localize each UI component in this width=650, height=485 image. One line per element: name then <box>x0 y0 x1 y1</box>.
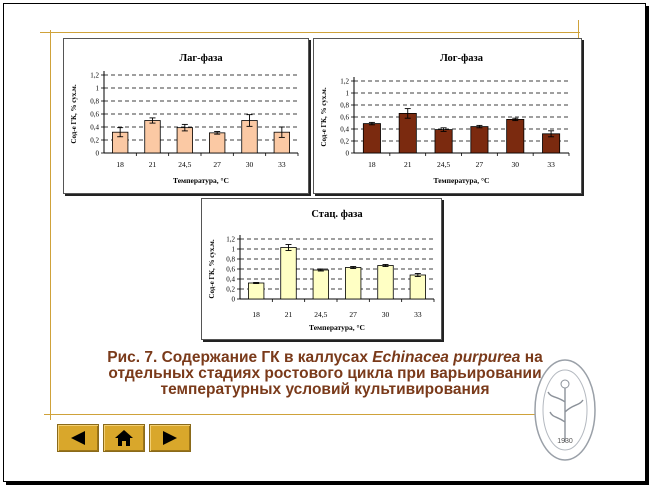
deco-left-line <box>50 30 51 420</box>
bar <box>470 126 489 154</box>
caption-species: Echinacea purpurea <box>372 349 521 366</box>
home-icon <box>115 430 133 446</box>
caption-line-2: отдельных стадиях ростового цикла при ва… <box>108 365 542 382</box>
y-tick-label: 0 <box>346 150 350 158</box>
y-tick-label: 0,6 <box>90 111 99 119</box>
x-axis-label: Температура, °С <box>434 176 490 185</box>
x-tick-label: 21 <box>404 160 412 169</box>
x-tick-label: 27 <box>476 160 484 169</box>
y-tick-label: 0,2 <box>90 137 99 145</box>
y-tick-label: 1 <box>232 246 236 254</box>
bar <box>248 282 265 300</box>
bar <box>434 129 453 154</box>
y-tick-label: 0,6 <box>226 266 235 274</box>
arrow-left-icon <box>71 431 85 445</box>
deco-right-line <box>578 20 579 42</box>
home-button[interactable] <box>103 424 145 452</box>
y-tick-label: 0,2 <box>340 138 349 146</box>
bar <box>345 267 362 300</box>
y-tick-label: 0,2 <box>226 286 235 294</box>
y-tick-label: 1,2 <box>340 78 349 86</box>
y-tick-label: 0,4 <box>90 124 99 132</box>
y-tick-label: 0,4 <box>340 126 349 134</box>
x-tick-label: 24,5 <box>178 160 191 169</box>
bar <box>312 269 329 300</box>
bar <box>409 274 426 300</box>
chart-title: Лог-фаза <box>440 53 484 64</box>
y-axis-label: Сод-е ГК, % сух.м. <box>320 87 328 146</box>
arrow-right-icon <box>163 431 177 445</box>
bar <box>377 265 394 300</box>
x-tick-label: 30 <box>512 160 520 169</box>
x-tick-label: 27 <box>213 160 221 169</box>
caption-line-1: Рис. 7. Содержание ГК в каллусах Echinac… <box>60 350 590 366</box>
prev-button[interactable] <box>57 424 99 452</box>
bar <box>362 123 381 154</box>
y-axis-label: Сод-е ГК, % сух.м. <box>208 239 216 298</box>
x-tick-label: 21 <box>149 160 157 169</box>
x-tick-label: 18 <box>252 310 260 319</box>
next-button[interactable] <box>149 424 191 452</box>
bar <box>398 113 417 154</box>
x-tick-label: 27 <box>349 310 357 319</box>
y-tick-label: 0,8 <box>226 256 235 264</box>
deco-bottom-line <box>44 414 544 415</box>
figure-caption: Рис. 7. Содержание ГК в каллусах Echinac… <box>60 350 590 398</box>
y-tick-label: 0 <box>96 150 100 158</box>
x-axis-label: Температура, °С <box>309 323 365 332</box>
caption-line-3: температурных условий культивирования <box>160 381 490 398</box>
bar <box>144 120 161 154</box>
x-tick-label: 30 <box>246 160 254 169</box>
x-tick-label: 21 <box>285 310 293 319</box>
y-tick-label: 0,8 <box>340 102 349 110</box>
x-tick-label: 18 <box>116 160 124 169</box>
y-tick-label: 1 <box>346 90 350 98</box>
chart-title: Стац. фаза <box>311 209 363 220</box>
y-tick-label: 0,6 <box>340 114 349 122</box>
x-tick-label: 33 <box>547 160 555 169</box>
x-tick-label: 18 <box>368 160 376 169</box>
bar <box>280 247 297 300</box>
seal-year: 1930 <box>557 438 573 445</box>
chart-stat-svg: Стац. фаза 0 0,2 0,4 0,6 0,8 1 1,2 18 21 24,5 27 30 3… <box>208 209 435 332</box>
y-tick-label: 1,2 <box>226 236 235 244</box>
x-tick-label: 24,5 <box>437 160 450 169</box>
chart-lag-svg: Лаг-фаза 0 0,2 0,4 0,6 0,8 1 1,2 18 21 24,5 27 30 33 Т… <box>70 53 299 185</box>
chart-log-svg: Лог-фаза 0 0,2 0,4 0,6 0,8 1 1,2 18 21 24,5 27 30 33 Т… <box>320 53 570 185</box>
y-tick-label: 0,4 <box>226 276 235 284</box>
y-axis-label: Сод-е ГК, % сух.м. <box>70 84 78 143</box>
y-tick-label: 1 <box>96 85 100 93</box>
x-tick-label: 24,5 <box>314 310 327 319</box>
x-tick-label: 33 <box>414 310 422 319</box>
chart-lag-phase: Лаг-фаза 0 0,2 0,4 0,6 0,8 1 1,2 18 21 24,5 27 30 33 Т… <box>63 38 309 194</box>
caption-line-1-suffix: на <box>520 349 543 366</box>
x-tick-label: 33 <box>278 160 286 169</box>
chart-stationary-phase: Стац. фаза 0 0,2 0,4 0,6 0,8 1 1,2 18 21 24,5 27 30 3… <box>201 198 442 340</box>
y-tick-label: 0 <box>232 296 236 304</box>
y-tick-label: 0,8 <box>90 98 99 106</box>
bar <box>506 119 525 154</box>
chart-log-phase: Лог-фаза 0 0,2 0,4 0,6 0,8 1 1,2 18 21 24,5 27 30 33 Т… <box>313 38 582 194</box>
university-seal: 1930 <box>534 359 596 461</box>
x-tick-label: 30 <box>382 310 390 319</box>
bar <box>209 132 226 154</box>
deco-top-line <box>40 32 580 33</box>
chart-title: Лаг-фаза <box>179 53 223 64</box>
bar <box>176 127 193 154</box>
caption-line-1-prefix: Рис. 7. Содержание ГК в каллусах <box>107 349 373 366</box>
y-tick-label: 1,2 <box>90 72 99 80</box>
x-axis-label: Температура, °С <box>173 176 229 185</box>
